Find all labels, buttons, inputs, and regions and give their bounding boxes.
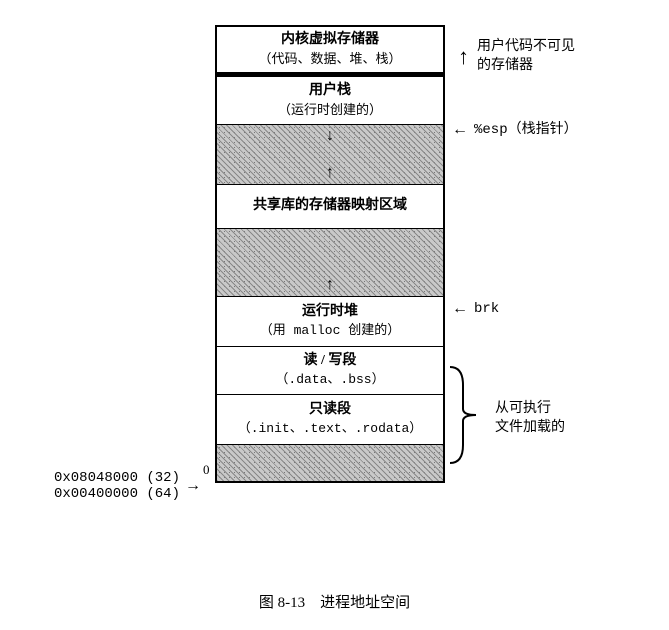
annotation-text: %esp（栈指针）: [474, 121, 578, 140]
annotation-esp: ← %esp（栈指针）: [452, 121, 578, 140]
memory-layout-diagram: 内核虚拟存储器（代码、数据、堆、栈）用户栈（运行时创建的）↓↑共享库的存储器映射…: [215, 25, 445, 483]
segment-subtitle: （用 malloc 创建的）: [260, 322, 400, 340]
annotation-text: brk: [474, 300, 499, 319]
arrow-left-icon: ←: [452, 300, 468, 318]
address-64: 0x00400000 (64): [10, 486, 180, 502]
annotation-kernel-invisible: ↑ 用户代码不可见 的存储器: [458, 38, 575, 76]
segment-subtitle: （.data、.bss）: [275, 371, 384, 389]
segment-subtitle: （代码、数据、堆、栈）: [258, 50, 401, 68]
segment-subtitle: （.init、.text、.rodata）: [238, 420, 423, 438]
segment-gap3: 0: [217, 445, 443, 481]
segment-gap1: ↓↑: [217, 125, 443, 185]
segment-title: 内核虚拟存储器: [281, 31, 379, 50]
annotation-executable: 从可执行 文件加载的: [495, 400, 565, 438]
address-labels: 0x08048000 (32) 0x00400000 (64): [10, 470, 180, 502]
segment-title: 共享库的存储器映射区域: [253, 197, 407, 216]
brace-icon: [448, 365, 478, 465]
annotation-text: 文件加载的: [495, 420, 565, 435]
arrow-left-icon: ←: [452, 121, 468, 139]
caption-label: 图 8-13: [259, 595, 305, 611]
arrow-up-icon: ↑: [458, 44, 469, 70]
annotation-brk: ← brk: [452, 300, 499, 319]
figure-caption: 图 8-13 进程地址空间: [0, 591, 669, 612]
arrow-up-icon: ↑: [326, 274, 334, 296]
segment-heap: 运行时堆（用 malloc 创建的）: [217, 297, 443, 347]
segment-subtitle: （运行时创建的）: [278, 101, 382, 119]
annotation-text: 的存储器: [477, 58, 533, 73]
address-32: 0x08048000 (32): [10, 470, 180, 486]
arrow-up-icon: ↑: [326, 162, 334, 184]
arrow-down-icon: ↓: [326, 125, 334, 147]
segment-title: 读 / 写段: [304, 352, 357, 371]
caption-title: 进程地址空间: [320, 595, 410, 611]
zero-label: 0: [203, 461, 210, 479]
segment-title: 只读段: [309, 401, 351, 420]
segment-shared-lib: 共享库的存储器映射区域: [217, 185, 443, 229]
segment-title: 用户栈: [309, 82, 351, 101]
annotation-text: 用户代码不可见: [477, 39, 575, 54]
arrow-right-icon: →: [185, 477, 201, 495]
annotation-text: 从可执行: [495, 401, 551, 416]
segment-rw-seg: 读 / 写段（.data、.bss）: [217, 347, 443, 395]
segment-user-stack: 用户栈（运行时创建的）: [217, 77, 443, 125]
segment-gap2: ↑: [217, 229, 443, 297]
segment-title: 运行时堆: [302, 303, 358, 322]
segment-ro-seg: 只读段（.init、.text、.rodata）: [217, 395, 443, 445]
segment-kernel: 内核虚拟存储器（代码、数据、堆、栈）: [217, 27, 443, 77]
